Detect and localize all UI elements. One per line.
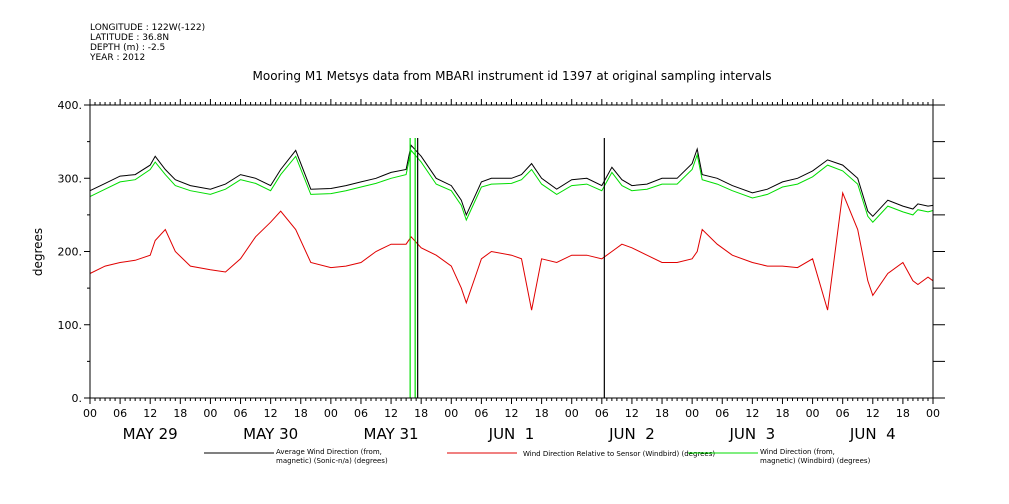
x-tick-label: 00 <box>806 407 820 420</box>
y-tick-label: 300. <box>58 172 83 185</box>
x-tick-label: 00 <box>324 407 338 420</box>
x-tick-label: 12 <box>866 407 880 420</box>
y-tick-label: 200. <box>58 246 83 259</box>
legend-text-0: Average Wind Direction (from, <box>276 448 382 456</box>
day-label: JUN 1 <box>488 425 535 443</box>
x-tick-label: 06 <box>715 407 729 420</box>
series-line-2 <box>89 149 934 223</box>
x-tick-label: 18 <box>535 407 549 420</box>
x-tick-label: 00 <box>685 407 699 420</box>
x-tick-label: 12 <box>143 407 157 420</box>
day-label: MAY 31 <box>364 425 419 443</box>
legend-text-2: Wind Direction (from, <box>760 448 835 456</box>
x-tick-label: 18 <box>173 407 187 420</box>
x-tick-label: 18 <box>414 407 428 420</box>
x-tick-label: 06 <box>234 407 248 420</box>
legend-text-1: Wind Direction Relative to Sensor (Windb… <box>523 450 715 458</box>
y-tick-label: 100. <box>58 319 83 332</box>
series-layer <box>89 137 934 398</box>
y-tick-label: 400. <box>58 99 83 112</box>
y-axis-label: degrees <box>31 228 45 276</box>
x-tick-label: 00 <box>203 407 217 420</box>
x-tick-label: 18 <box>775 407 789 420</box>
x-tick-label: 12 <box>745 407 759 420</box>
legend-text-0-b: magnetic) (Sonic-n/a) (degrees) <box>276 457 388 465</box>
x-tick-label: 12 <box>505 407 519 420</box>
x-tick-label: 06 <box>595 407 609 420</box>
x-tick-label: 12 <box>384 407 398 420</box>
day-label: JUN 4 <box>849 425 896 443</box>
day-label: MAY 29 <box>123 425 178 443</box>
longitude-label: LONGITUDE : 122W(-122) <box>90 23 205 33</box>
x-tick-label: 18 <box>294 407 308 420</box>
plot-frame <box>89 104 934 399</box>
legend: Average Wind Direction (from,magnetic) (… <box>204 448 871 465</box>
x-tick-label: 00 <box>83 407 97 420</box>
x-tick-label: 00 <box>565 407 579 420</box>
day-label: JUN 2 <box>608 425 655 443</box>
x-tick-label: 00 <box>926 407 940 420</box>
day-label: JUN 3 <box>729 425 776 443</box>
x-tick-label: 06 <box>836 407 850 420</box>
depth-label: DEPTH (m) : -2.5 <box>90 43 165 53</box>
x-tick-label: 12 <box>625 407 639 420</box>
x-tick-label: 06 <box>113 407 127 420</box>
x-tick-label: 00 <box>444 407 458 420</box>
day-label: MAY 30 <box>243 425 298 443</box>
x-tick-label: 06 <box>474 407 488 420</box>
x-tick-label: 06 <box>354 407 368 420</box>
legend-text-2-b: magnetic) (Windbird) (degrees) <box>760 457 871 465</box>
x-tick-label: 18 <box>896 407 910 420</box>
latitude-label: LATITUDE : 36.8N <box>90 33 169 43</box>
x-tick-label: 18 <box>655 407 669 420</box>
chart-title: Mooring M1 Metsys data from MBARI instru… <box>253 69 772 83</box>
y-tick-label: 0. <box>72 392 83 405</box>
x-tick-label: 12 <box>264 407 278 420</box>
series-line-0 <box>89 144 934 218</box>
year-label: YEAR : 2012 <box>89 53 145 63</box>
series-line-1 <box>89 190 934 311</box>
axes-layer: 0. 100. 200. 300. 400. 00 06 12 18 00 06 12 18 00 06 12… <box>58 99 945 443</box>
